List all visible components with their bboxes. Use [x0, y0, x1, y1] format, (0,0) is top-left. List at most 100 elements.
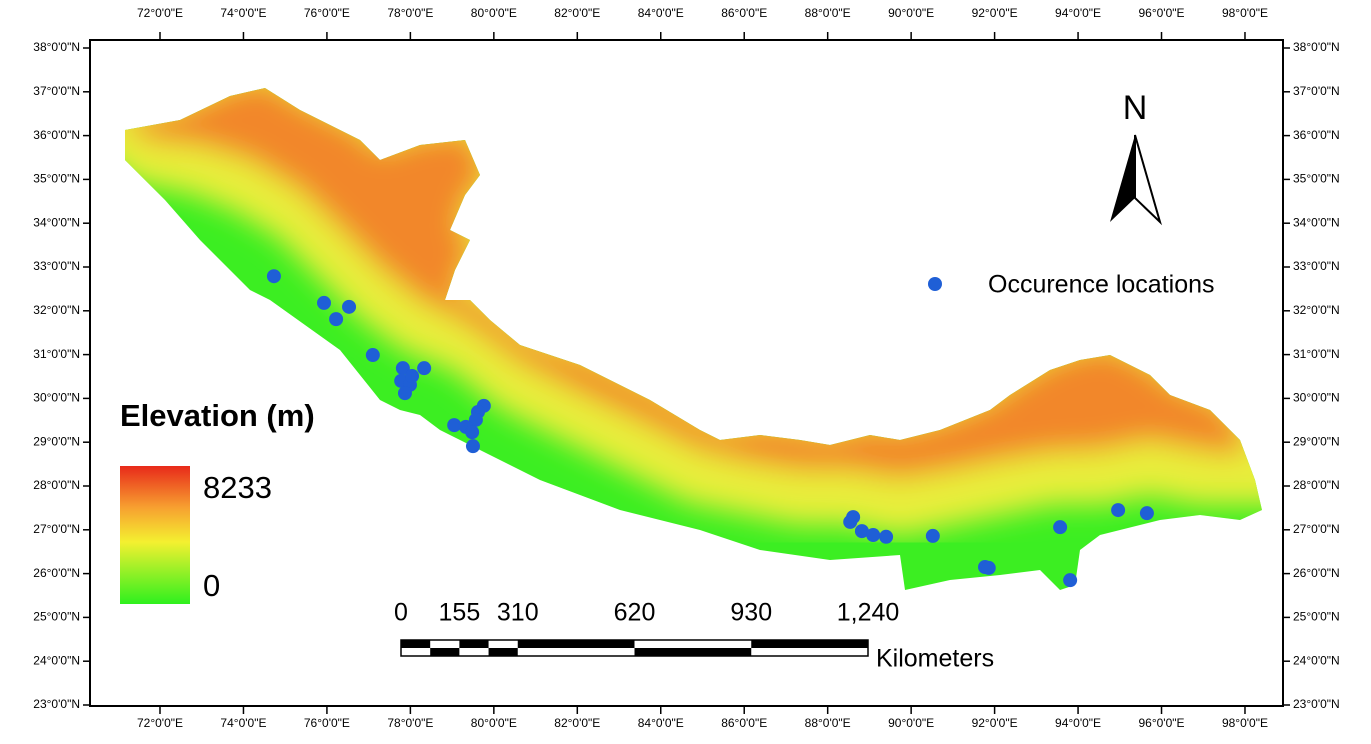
- longitude-label: 74°0'0"E: [220, 6, 266, 20]
- longitude-label: 88°0'0"E: [805, 6, 851, 20]
- latitude-label: 30°0'0"N: [33, 391, 80, 405]
- longitude-label: 82°0'0"E: [554, 716, 600, 730]
- latitude-label: 28°0'0"N: [1293, 478, 1340, 492]
- longitude-label: 98°0'0"E: [1222, 716, 1268, 730]
- longitude-label: 74°0'0"E: [220, 716, 266, 730]
- latitude-label: 36°0'0"N: [33, 128, 80, 142]
- latitude-label: 33°0'0"N: [1293, 259, 1340, 273]
- scale-bar-segment: [634, 648, 752, 656]
- latitude-label: 38°0'0"N: [33, 40, 80, 54]
- latitude-label: 29°0'0"N: [33, 434, 80, 448]
- occurrence-point: [981, 560, 996, 575]
- latitude-label: 27°0'0"N: [1293, 522, 1340, 536]
- longitude-label: 76°0'0"E: [304, 6, 350, 20]
- occurrence-legend-symbol: [928, 277, 942, 291]
- scale-bar-label: 310: [497, 599, 539, 627]
- latitude-label: 23°0'0"N: [1293, 697, 1340, 711]
- latitude-label: 30°0'0"N: [1293, 391, 1340, 405]
- latitude-label: 29°0'0"N: [1293, 434, 1340, 448]
- occurrence-point: [1053, 520, 1068, 535]
- occurrence-point: [397, 386, 412, 401]
- longitude-label: 78°0'0"E: [387, 716, 433, 730]
- longitude-label: 84°0'0"E: [638, 716, 684, 730]
- occurrence-point: [843, 514, 858, 529]
- occurrence-point: [465, 425, 480, 440]
- scale-bar-segment: [430, 648, 460, 656]
- occurrence-point: [879, 529, 894, 544]
- scale-bar: 0 155 310 620 930 1,240 Kilometers: [394, 599, 994, 673]
- latitude-label: 37°0'0"N: [1293, 84, 1340, 98]
- longitude-label: 88°0'0"E: [805, 716, 851, 730]
- elevation-legend-ramp: [120, 466, 190, 604]
- latitude-label: 38°0'0"N: [1293, 40, 1340, 54]
- occurrence-point: [925, 528, 940, 543]
- longitude-label: 72°0'0"E: [137, 716, 183, 730]
- occurrence-point: [329, 312, 344, 327]
- occurrence-point: [866, 528, 881, 543]
- latitude-label: 26°0'0"N: [1293, 566, 1340, 580]
- latitude-label: 27°0'0"N: [33, 522, 80, 536]
- latitude-label: 31°0'0"N: [33, 347, 80, 361]
- scale-bar-label: 1,240: [837, 599, 900, 627]
- latitude-label: 32°0'0"N: [1293, 303, 1340, 317]
- longitude-label: 78°0'0"E: [387, 6, 433, 20]
- scale-bar-label: 155: [439, 599, 481, 627]
- occurrence-point: [447, 418, 462, 433]
- elevation-legend-min: 0: [203, 568, 220, 603]
- elevation-legend-title: Elevation (m): [120, 398, 315, 433]
- latitude-label: 34°0'0"N: [1293, 215, 1340, 229]
- longitude-label: 98°0'0"E: [1222, 6, 1268, 20]
- graticule: 72°0'0"E 72°0'0"E 74°0'0"E 74°0'0"E 76°0'0"E…: [33, 6, 1339, 730]
- occurrence-points: [266, 269, 1154, 588]
- longitude-label: 80°0'0"E: [471, 6, 517, 20]
- longitude-label: 92°0'0"E: [972, 6, 1018, 20]
- latitude-label: 24°0'0"N: [33, 653, 80, 667]
- longitude-label: 86°0'0"E: [721, 716, 767, 730]
- scale-bar-label: 620: [614, 599, 656, 627]
- occurrence-point: [1139, 506, 1154, 521]
- latitude-label: 35°0'0"N: [33, 172, 80, 186]
- occurrence-point: [405, 369, 420, 384]
- latitude-label: 31°0'0"N: [1293, 347, 1340, 361]
- latitude-label: 33°0'0"N: [33, 259, 80, 273]
- longitude-label: 84°0'0"E: [638, 6, 684, 20]
- longitude-label: 94°0'0"E: [1055, 6, 1101, 20]
- latitude-label: 28°0'0"N: [33, 478, 80, 492]
- occurrence-point: [417, 361, 432, 376]
- longitude-label: 92°0'0"E: [972, 716, 1018, 730]
- occurrence-point: [316, 295, 331, 310]
- scale-bar-unit: Kilometers: [876, 645, 994, 673]
- occurrence-point: [395, 361, 410, 376]
- longitude-label: 90°0'0"E: [888, 6, 934, 20]
- scale-bar-segment: [401, 640, 431, 648]
- longitude-label: 96°0'0"E: [1138, 6, 1184, 20]
- occurrence-point: [465, 439, 480, 454]
- scale-bar-segment: [751, 640, 868, 648]
- latitude-label: 37°0'0"N: [33, 84, 80, 98]
- occurrence-point: [365, 348, 380, 363]
- occurrence-point: [1063, 573, 1078, 588]
- scale-bar-segment: [488, 648, 518, 656]
- latitude-label: 34°0'0"N: [33, 215, 80, 229]
- elevation-legend-max: 8233: [203, 470, 272, 505]
- latitude-label: 26°0'0"N: [33, 566, 80, 580]
- longitude-label: 90°0'0"E: [888, 716, 934, 730]
- north-arrow: [1110, 134, 1162, 226]
- occurrence-point: [266, 269, 281, 284]
- occurrence-point: [854, 524, 869, 539]
- north-arrow-label: N: [1123, 89, 1148, 127]
- longitude-label: 76°0'0"E: [304, 716, 350, 730]
- longitude-label: 80°0'0"E: [471, 716, 517, 730]
- latitude-label: 32°0'0"N: [33, 303, 80, 317]
- latitude-label: 25°0'0"N: [1293, 610, 1340, 624]
- scale-bar-label: 930: [730, 599, 772, 627]
- longitude-label: 72°0'0"E: [137, 6, 183, 20]
- scale-bar-segment: [459, 640, 489, 648]
- latitude-label: 36°0'0"N: [1293, 128, 1340, 142]
- longitude-label: 86°0'0"E: [721, 6, 767, 20]
- longitude-label: 82°0'0"E: [554, 6, 600, 20]
- occurrence-point: [1111, 503, 1126, 518]
- scale-bar-label: 0: [394, 599, 408, 627]
- longitude-label: 96°0'0"E: [1138, 716, 1184, 730]
